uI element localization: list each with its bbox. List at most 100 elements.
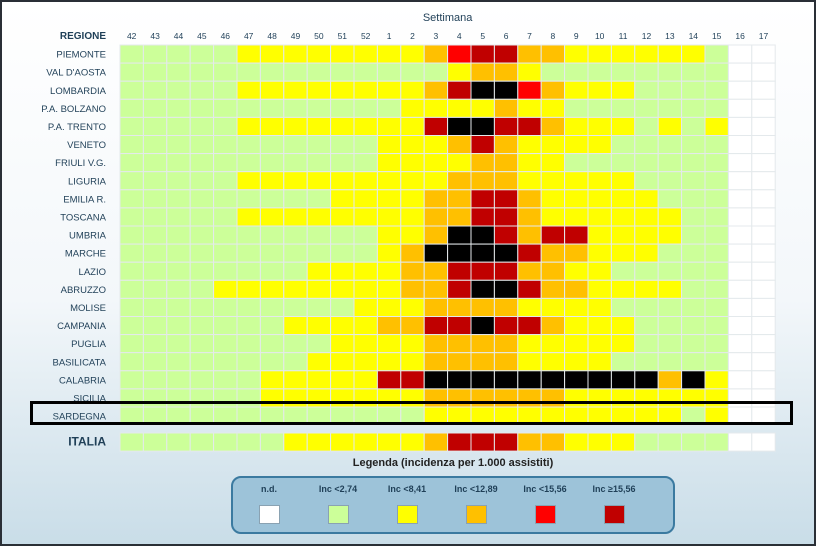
heatmap-cell [447, 135, 472, 155]
heatmap-cell [376, 80, 402, 100]
heatmap-cell [727, 80, 753, 100]
heatmap-cell [704, 279, 729, 299]
heatmap-cell [189, 432, 215, 452]
heatmap-cell [540, 116, 566, 137]
row-label-veneto: VENETO [67, 140, 106, 151]
heatmap-cell [259, 153, 285, 173]
heatmap-cell [119, 316, 144, 336]
heatmap-cell [540, 432, 566, 452]
heatmap-cell [423, 370, 449, 390]
heatmap-cell [493, 432, 519, 452]
heatmap-cell [166, 207, 191, 227]
heatmap-cell [142, 135, 168, 155]
heatmap-cell [119, 135, 144, 155]
heatmap-cell [751, 62, 776, 82]
heatmap-cell [423, 316, 449, 336]
heatmap-cell [142, 116, 168, 137]
heatmap-cell [704, 207, 729, 227]
heatmap-cell [657, 98, 683, 118]
heatmap-cell [213, 98, 238, 118]
heatmap-cell [610, 44, 636, 64]
heatmap-cell [681, 189, 706, 209]
heatmap-cell [681, 352, 706, 372]
heatmap-cell [236, 80, 261, 100]
heatmap-cell [610, 171, 636, 191]
heatmap-cell [142, 98, 168, 118]
heatmap-cell [447, 352, 472, 372]
heatmap-cell [587, 316, 612, 336]
heatmap-cell [610, 62, 636, 82]
heatmap-cell [330, 261, 355, 281]
heatmap-cell [376, 352, 402, 372]
heatmap-cell [283, 116, 308, 137]
heatmap-cell [330, 98, 355, 118]
heatmap-cell [493, 62, 519, 82]
heatmap-cell [423, 116, 449, 137]
heatmap-cell [447, 261, 472, 281]
heatmap-cell [213, 334, 238, 354]
legend-swatch [328, 505, 349, 524]
heatmap-cell [236, 432, 261, 452]
heatmap-cell [283, 135, 308, 155]
heatmap-cell [213, 153, 238, 173]
heatmap-cell [400, 316, 425, 336]
heatmap-cell [493, 370, 519, 390]
heatmap-cell [423, 432, 449, 452]
heatmap-cell [704, 171, 729, 191]
week-label-14: 14 [689, 31, 699, 41]
heatmap-cell [564, 153, 589, 173]
heatmap-cell [610, 189, 636, 209]
heatmap-cell [634, 261, 659, 281]
heatmap-cell [681, 80, 706, 100]
heatmap-cell [704, 261, 729, 281]
heatmap-cell [704, 98, 729, 118]
heatmap-cell [353, 261, 378, 281]
heatmap-cell [587, 171, 612, 191]
heatmap-cell [213, 279, 238, 299]
heatmap-cell [259, 334, 285, 354]
heatmap-cell [376, 243, 402, 263]
heatmap-cell [423, 62, 449, 82]
heatmap-cell [400, 80, 425, 100]
heatmap-cell [353, 316, 378, 336]
row-label-emilia-r-: EMILIA R. [63, 194, 106, 205]
heatmap-cell [353, 171, 378, 191]
heatmap-cell [306, 135, 332, 155]
heatmap-cell [423, 171, 449, 191]
heatmap-cell [306, 261, 332, 281]
heatmap-cell [634, 80, 659, 100]
heatmap-cell [727, 316, 753, 336]
heatmap-cell [727, 297, 753, 317]
heatmap-cell [517, 62, 542, 82]
heatmap-cell [353, 207, 378, 227]
heatmap-cell [400, 171, 425, 191]
heatmap-cell [517, 135, 542, 155]
heatmap-cell [142, 432, 168, 452]
heatmap-cell [259, 116, 285, 137]
heatmap-cell [376, 432, 402, 452]
heatmap-cell [751, 171, 776, 191]
x-axis-title: Settimana [423, 12, 473, 24]
heatmap-cell [423, 334, 449, 354]
heatmap-cell [751, 370, 776, 390]
heatmap-cell [166, 62, 191, 82]
heatmap-cell [564, 171, 589, 191]
heatmap-cell [400, 432, 425, 452]
heatmap-cell [470, 261, 495, 281]
heatmap-cell [634, 316, 659, 336]
heatmap-cell [400, 370, 425, 390]
heatmap-cell [587, 261, 612, 281]
heatmap-cell [447, 370, 472, 390]
heatmap-cell [657, 171, 683, 191]
heatmap-cell [751, 261, 776, 281]
heatmap-cell [517, 171, 542, 191]
heatmap-cell [540, 352, 566, 372]
heatmap-cell [470, 80, 495, 100]
row-label-molise: MOLISE [70, 303, 106, 314]
heatmap-cell [634, 297, 659, 317]
heatmap-cell [213, 261, 238, 281]
heatmap-cell [447, 189, 472, 209]
heatmap-cell [142, 297, 168, 317]
heatmap-cell [142, 207, 168, 227]
heatmap-cell [142, 243, 168, 263]
